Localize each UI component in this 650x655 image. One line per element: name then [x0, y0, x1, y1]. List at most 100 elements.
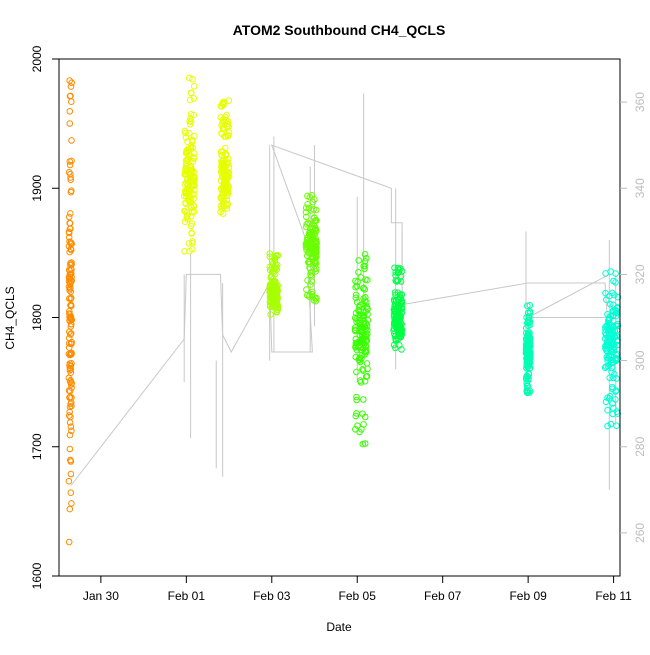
- data-point: [184, 146, 191, 153]
- data-point: [394, 264, 402, 272]
- data-point: [66, 308, 73, 315]
- data-point: [363, 303, 371, 311]
- y-tick-label: 1600: [30, 562, 44, 589]
- data-point: [191, 175, 198, 182]
- data-point: [185, 240, 193, 247]
- data-point: [219, 189, 226, 196]
- data-point: [303, 220, 311, 228]
- data-point: [190, 191, 198, 198]
- data-point: [359, 366, 366, 373]
- data-point: [184, 155, 192, 162]
- data-point: [356, 314, 363, 322]
- data-point: [219, 125, 227, 133]
- data-point: [352, 309, 360, 317]
- data-point: [523, 346, 531, 354]
- data-point: [67, 458, 75, 465]
- data-point: [608, 383, 616, 391]
- data-point: [355, 268, 362, 276]
- data-point: [526, 302, 534, 309]
- data-point: [361, 286, 369, 293]
- data-point: [523, 336, 531, 344]
- data-point: [609, 289, 616, 297]
- series-2: [217, 97, 233, 217]
- data-point: [604, 394, 611, 402]
- data-point: [188, 229, 195, 237]
- data-point: [181, 207, 188, 215]
- data-point: [353, 410, 360, 417]
- data-point: [187, 111, 195, 118]
- data-point: [219, 160, 226, 167]
- data-point: [188, 204, 195, 211]
- data-point: [68, 79, 75, 86]
- data-point: [66, 271, 74, 278]
- data-point: [361, 351, 369, 358]
- data-point: [66, 295, 73, 302]
- data-point: [66, 403, 74, 411]
- data-point: [184, 166, 191, 173]
- data-point: [395, 330, 402, 338]
- data-point: [352, 344, 359, 351]
- data-point: [524, 309, 532, 317]
- data-point: [66, 419, 74, 426]
- data-point: [392, 344, 399, 352]
- data-point: [191, 132, 198, 140]
- data-point: [66, 445, 74, 453]
- data-point: [357, 328, 365, 335]
- data-point: [526, 354, 534, 362]
- series-0: [65, 77, 75, 546]
- data-point: [352, 412, 360, 420]
- data-point: [217, 114, 225, 121]
- y-tick-label: 1700: [30, 433, 44, 460]
- y2-tick-label: 280: [633, 436, 647, 456]
- data-point: [188, 181, 195, 189]
- data-point: [68, 379, 75, 387]
- data-point: [68, 360, 75, 367]
- data-point: [353, 368, 360, 376]
- data-point: [308, 253, 316, 261]
- chart-title: ATOM2 Southbound CH4_QCLS: [233, 22, 446, 38]
- series-3: [266, 250, 282, 318]
- secondary-line: [70, 144, 610, 486]
- data-point: [396, 293, 404, 301]
- data-point: [190, 83, 198, 90]
- data-point: [608, 349, 616, 356]
- data-point: [398, 301, 405, 308]
- data-point: [311, 217, 318, 225]
- data-point: [66, 317, 73, 325]
- data-point: [186, 118, 193, 125]
- data-point: [182, 188, 190, 195]
- data-point: [66, 431, 74, 439]
- series-5: [351, 251, 372, 448]
- data-point: [311, 246, 318, 254]
- data-point: [524, 319, 531, 327]
- data-point: [358, 352, 366, 359]
- data-point: [359, 440, 367, 448]
- data-point: [67, 83, 75, 90]
- data-point: [67, 176, 74, 184]
- data-point: [66, 412, 73, 419]
- data-point: [605, 353, 613, 360]
- data-point: [307, 281, 314, 288]
- data-point: [357, 379, 365, 386]
- data-point: [65, 344, 73, 351]
- data-point: [186, 192, 193, 199]
- data-point: [609, 410, 617, 418]
- series-8: [601, 268, 622, 430]
- data-point: [218, 122, 225, 129]
- data-point: [219, 173, 226, 181]
- data-point: [390, 327, 397, 335]
- x-tick-label: Feb 11: [595, 589, 632, 603]
- data-point: [307, 241, 315, 248]
- data-point: [605, 314, 613, 322]
- data-point: [189, 239, 196, 247]
- data-point: [398, 304, 406, 312]
- data-point: [391, 264, 398, 272]
- data-point: [270, 265, 278, 272]
- data-point: [183, 163, 190, 170]
- data-point: [361, 377, 369, 385]
- data-point: [185, 153, 193, 161]
- data-point: [612, 387, 620, 394]
- data-point: [391, 289, 399, 296]
- data-point: [181, 218, 189, 225]
